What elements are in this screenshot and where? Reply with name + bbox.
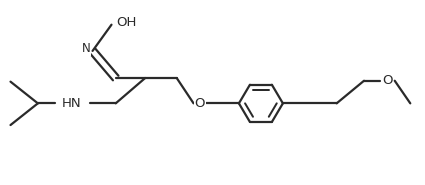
Text: O: O bbox=[382, 74, 392, 87]
Text: N: N bbox=[82, 42, 91, 55]
Text: OH: OH bbox=[116, 16, 136, 29]
Text: HN: HN bbox=[62, 97, 81, 110]
Text: O: O bbox=[195, 97, 205, 110]
